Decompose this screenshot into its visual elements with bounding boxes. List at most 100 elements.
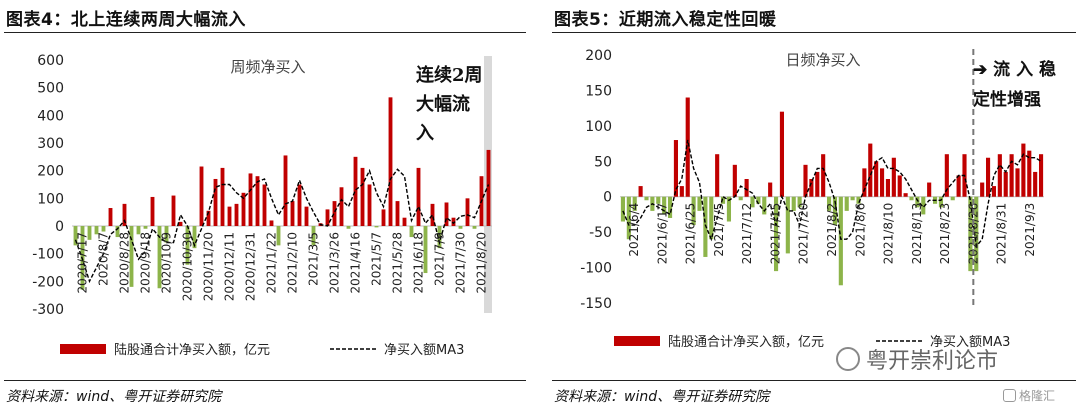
y-tick-label: 100	[37, 191, 64, 207]
y-tick-label: 500	[37, 81, 64, 97]
bar	[311, 226, 316, 246]
bar	[129, 226, 134, 287]
x-tick-label: 2020/10/30	[181, 232, 195, 301]
bar	[150, 196, 155, 226]
bar	[269, 220, 274, 226]
bar	[938, 196, 944, 208]
bar	[685, 97, 690, 197]
bar	[1003, 171, 1008, 197]
bar	[101, 226, 106, 232]
annotation-text: 定性增强	[973, 89, 1041, 110]
bar	[374, 226, 379, 228]
bar	[241, 192, 246, 226]
x-tick-label: 2021/3/26	[328, 232, 342, 294]
bar	[458, 226, 463, 229]
bar	[968, 196, 973, 272]
bar	[856, 196, 861, 204]
y-tick-label: 300	[37, 136, 64, 152]
x-tick-label: 2021/6/25	[684, 203, 698, 265]
bar	[732, 164, 737, 197]
x-tick-label: 2020/8/28	[118, 232, 132, 294]
bar	[797, 196, 802, 208]
bar	[720, 196, 726, 204]
bar	[472, 226, 477, 229]
bar	[662, 196, 667, 215]
bar	[944, 154, 949, 197]
right-chart-panel: 图表5：近期流入稳定性回暖 200 150 100 50 0 -50 -100 -150 202…	[548, 0, 1080, 412]
y-tick-label: -200	[32, 274, 64, 290]
legend-bar-label: 陆股通合计净买入额，亿元	[114, 342, 270, 358]
bar	[360, 167, 365, 226]
left-top-rule	[4, 32, 526, 33]
bar	[850, 196, 855, 201]
bar	[821, 154, 826, 197]
bar	[879, 168, 885, 197]
bar	[956, 175, 961, 197]
annotation-text: 连续2周	[416, 64, 483, 86]
badge-icon	[1003, 389, 1016, 402]
y-tick-label: 100	[585, 119, 612, 135]
bar	[803, 164, 808, 197]
bar	[402, 217, 407, 226]
bar	[885, 179, 891, 197]
x-tick-label: 2021/8/31	[995, 203, 1009, 265]
x-tick-label: 2021/7/9	[433, 232, 447, 286]
bar	[997, 154, 1002, 197]
bar	[395, 201, 400, 226]
x-tick-label: 2020/11/20	[202, 232, 216, 301]
bar	[791, 196, 796, 211]
bar	[927, 182, 932, 197]
bar	[325, 209, 330, 226]
x-tick-label: 2021/8/13	[910, 203, 924, 265]
bar	[1009, 154, 1014, 197]
bar	[451, 217, 456, 226]
left-bottom-rule	[4, 380, 526, 381]
bar	[679, 186, 684, 197]
watermark-brand: 粤开崇利论市	[836, 343, 998, 375]
x-tick-label: 2020/8/7	[97, 232, 111, 286]
bar	[339, 187, 344, 226]
bar	[785, 196, 790, 254]
bar	[815, 171, 820, 197]
bar	[87, 226, 92, 240]
x-tick-label: 2021/7/12	[740, 203, 754, 265]
y-tick-label: 0	[603, 190, 612, 206]
x-tick-label: 2020/7/17	[76, 232, 90, 294]
bar	[773, 196, 779, 272]
x-tick-label: 2020/10/9	[160, 232, 174, 294]
bar	[234, 203, 239, 226]
bar	[709, 196, 714, 240]
bar	[297, 184, 302, 226]
annotation-text: ➔ 流 入 稳	[973, 59, 1056, 80]
bar	[353, 156, 358, 226]
bar	[346, 226, 351, 229]
right-top-rule	[552, 32, 1076, 33]
x-tick-label: 2021/7/15	[768, 203, 782, 265]
bar	[862, 168, 867, 197]
bar	[283, 155, 288, 226]
bar	[638, 186, 643, 197]
bar	[809, 179, 814, 197]
y-tick-label: 200	[585, 48, 612, 64]
bar	[921, 196, 926, 215]
legend-bar-label: 陆股通合计净买入额，亿元	[668, 334, 824, 350]
ma-line	[74, 168, 490, 284]
wechat-icon	[836, 347, 860, 371]
bar	[874, 161, 879, 197]
bar	[868, 143, 873, 197]
bar	[909, 196, 914, 201]
bar	[656, 196, 661, 204]
x-tick-label: 2021/6/17	[655, 203, 669, 265]
bar	[744, 179, 749, 197]
right-source-note: 资料来源：wind、粤开证券研究院	[554, 389, 770, 405]
x-tick-label: 2021/7/5	[712, 203, 726, 257]
x-tick-label: 2021/7/20	[797, 203, 811, 265]
bar	[388, 97, 393, 226]
bar	[915, 196, 920, 208]
annotation-text: 大幅流	[416, 93, 470, 115]
bar	[486, 149, 491, 226]
x-tick-label: 2020/12/11	[223, 232, 237, 301]
bar	[423, 226, 428, 274]
x-tick-label: 2021/8/20	[475, 232, 489, 294]
bar	[644, 196, 649, 201]
